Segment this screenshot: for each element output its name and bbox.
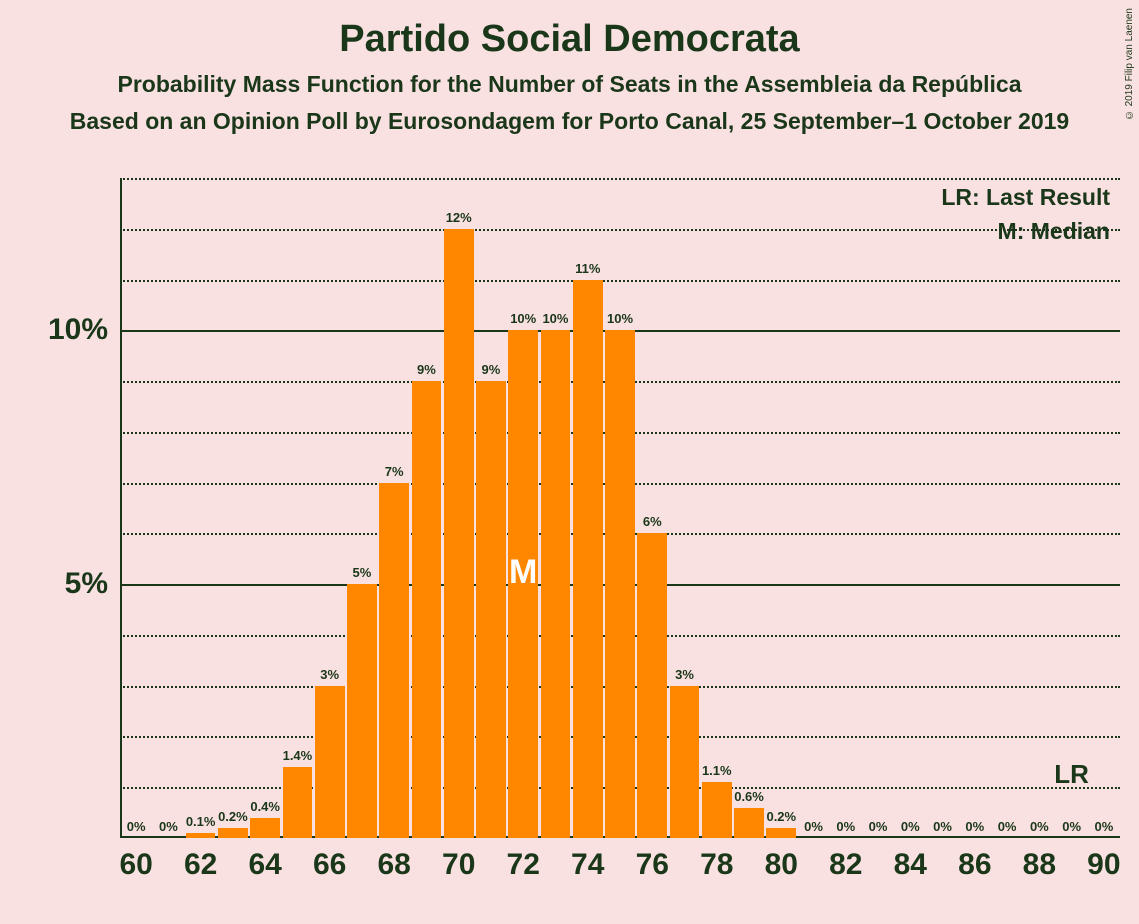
x-axis-label: 80 [765,848,798,882]
bar-value-label: 0.4% [250,799,280,814]
bar-value-label: 1.4% [283,748,313,763]
bar-value-label: 7% [385,464,404,479]
bar [702,782,732,838]
x-axis-label: 70 [442,848,475,882]
chart-source-line: Based on an Opinion Poll by Eurosondagem… [0,98,1139,135]
legend-last-result: LR: Last Result [941,184,1110,211]
grid-minor [120,178,1120,180]
bar-value-label: 0% [869,819,888,834]
x-axis-label: 68 [378,848,411,882]
x-axis-label: 64 [248,848,281,882]
y-axis [120,178,122,838]
chart-title: Partido Social Democrata [0,0,1139,61]
bar-value-label: 0% [1094,819,1113,834]
bar-value-label: 10% [510,311,536,326]
bar-value-label: 12% [446,210,472,225]
bar [444,229,474,838]
bar-value-label: 9% [417,362,436,377]
bar-value-label: 3% [320,667,339,682]
bar-value-label: 10% [607,311,633,326]
bar-value-label: 9% [482,362,501,377]
copyright-text: © 2019 Filip van Laenen [1124,8,1135,120]
bar-value-label: 0% [159,819,178,834]
bar [218,828,248,838]
bar-value-label: 0.1% [186,814,216,829]
chart-area: 0%0%0.1%0.2%0.4%1.4%3%5%7%9%12%9%10%10%1… [120,178,1120,838]
x-axis-label: 74 [571,848,604,882]
bar-value-label: 5% [353,565,372,580]
bar-value-label: 0.2% [218,809,248,824]
bar [734,808,764,838]
bar-value-label: 1.1% [702,763,732,778]
bar-value-label: 11% [575,261,600,276]
grid-minor [120,229,1120,231]
bar [379,483,409,838]
bar [347,584,377,838]
bar-value-label: 10% [542,311,568,326]
bar-value-label: 0% [836,819,855,834]
x-axis-label: 90 [1087,848,1120,882]
bar [476,381,506,838]
bar-value-label: 0% [1030,819,1049,834]
x-axis-label: 82 [829,848,862,882]
bar [670,686,700,838]
bar-value-label: 6% [643,514,662,529]
plot: 0%0%0.1%0.2%0.4%1.4%3%5%7%9%12%9%10%10%1… [120,178,1120,838]
bar [250,818,280,838]
x-axis-label: 72 [507,848,540,882]
bar-value-label: 0% [933,819,952,834]
grid-minor [120,280,1120,282]
y-axis-label: 5% [65,567,108,601]
x-axis-label: 86 [958,848,991,882]
bar-value-label: 0% [127,819,146,834]
x-axis-label: 76 [636,848,669,882]
legend-median: M: Median [998,218,1110,245]
bar [766,828,796,838]
bar [541,330,571,838]
bar [605,330,635,838]
bar-value-label: 0% [1062,819,1081,834]
bar-value-label: 0% [901,819,920,834]
bar-value-label: 0% [965,819,984,834]
x-axis-label: 78 [700,848,733,882]
bar [283,767,313,838]
x-axis-label: 84 [894,848,927,882]
bar [315,686,345,838]
bar-value-label: 3% [675,667,694,682]
bar-value-label: 0% [998,819,1017,834]
median-marker: M [509,553,537,592]
chart-subtitle: Probability Mass Function for the Number… [0,61,1139,98]
bar [186,833,216,838]
bar-value-label: 0% [804,819,823,834]
bar [637,533,667,838]
bar-value-label: 0.6% [734,789,764,804]
last-result-marker: LR [1054,759,1089,790]
x-axis-label: 66 [313,848,346,882]
bar [573,280,603,838]
bar [412,381,442,838]
bar-value-label: 0.2% [766,809,796,824]
y-axis-label: 10% [48,313,108,347]
x-axis-label: 88 [1023,848,1056,882]
x-axis-label: 62 [184,848,217,882]
x-axis-label: 60 [119,848,152,882]
